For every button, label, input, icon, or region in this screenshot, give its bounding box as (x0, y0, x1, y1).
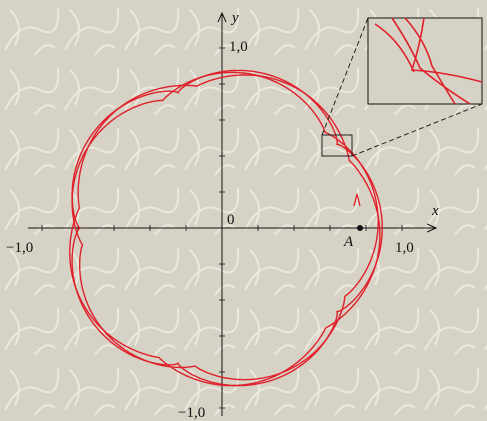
curve (69, 74, 381, 387)
zoom-line (321, 17, 369, 136)
x-neg-label: −1,0 (6, 240, 33, 256)
point-label: A (343, 234, 354, 250)
curves (69, 69, 383, 387)
x-pos-label: 1,0 (395, 240, 414, 256)
zoom-line (351, 103, 483, 157)
zoom-box (321, 134, 353, 157)
x-label: x (431, 203, 439, 219)
inset-curves (374, 17, 483, 105)
point-a (357, 225, 363, 231)
y-label: y (230, 10, 239, 26)
y-neg-label: −1,0 (178, 405, 205, 421)
origin-label: 0 (227, 212, 235, 228)
curve (71, 71, 379, 381)
y-pos-label: 1,0 (229, 39, 248, 55)
curve-arrow (353, 193, 361, 207)
